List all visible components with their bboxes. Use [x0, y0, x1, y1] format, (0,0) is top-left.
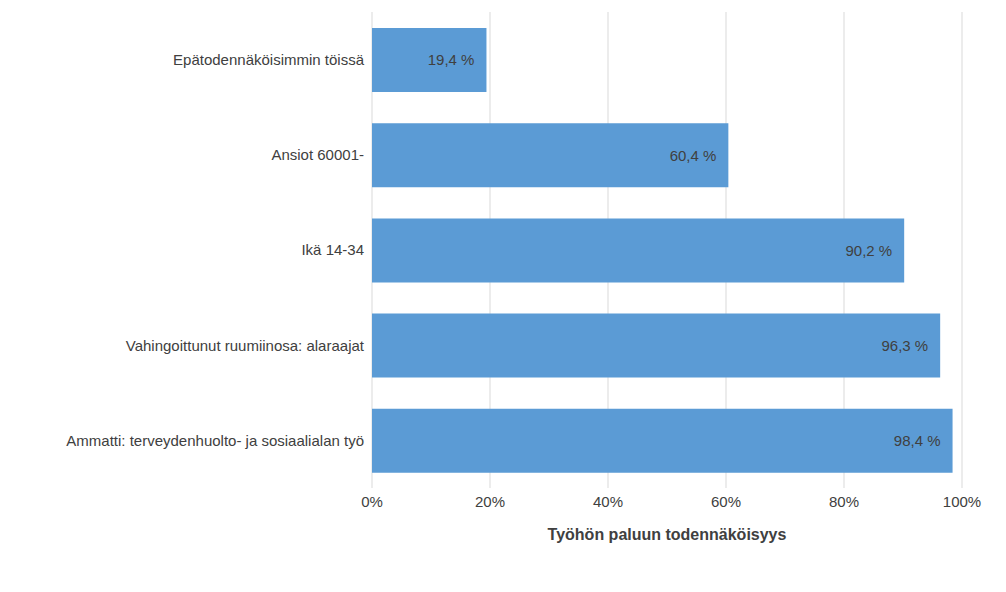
- svg-text:Ansiot 60001-: Ansiot 60001-: [271, 146, 364, 163]
- svg-text:60%: 60%: [711, 493, 741, 510]
- svg-text:40%: 40%: [593, 493, 623, 510]
- svg-text:0%: 0%: [361, 493, 383, 510]
- svg-text:98,4 %: 98,4 %: [894, 432, 941, 449]
- svg-text:96,3 %: 96,3 %: [881, 337, 928, 354]
- svg-text:20%: 20%: [475, 493, 505, 510]
- svg-text:90,2 %: 90,2 %: [845, 242, 892, 259]
- svg-text:60,4 %: 60,4 %: [670, 147, 717, 164]
- svg-text:Epätodennäköisimmin töissä: Epätodennäköisimmin töissä: [173, 51, 365, 68]
- svg-text:Ammatti: terveydenhuolto- ja s: Ammatti: terveydenhuolto- ja sosiaaliala…: [66, 432, 364, 449]
- svg-text:19,4 %: 19,4 %: [428, 51, 475, 68]
- svg-text:80%: 80%: [829, 493, 859, 510]
- svg-text:Vahingoittunut ruumiinosa: ala: Vahingoittunut ruumiinosa: alaraajat: [126, 337, 365, 354]
- svg-text:100%: 100%: [943, 493, 981, 510]
- svg-text:Ikä 14-34: Ikä 14-34: [301, 241, 364, 258]
- svg-text:Työhön paluun todennäköisyys: Työhön paluun todennäköisyys: [548, 526, 787, 543]
